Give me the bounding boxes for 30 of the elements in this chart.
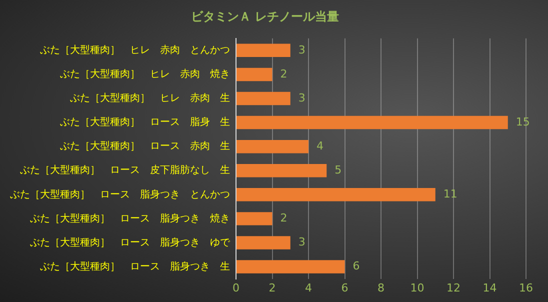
x-tick-label: 8: [378, 281, 384, 294]
data-label: 15: [516, 115, 530, 128]
data-label: 5: [334, 163, 342, 176]
y-tick-label: ぶた［大型種肉］ ロース 脂身つき ゆで: [30, 236, 231, 248]
data-label: 2: [280, 67, 288, 80]
data-label: 3: [298, 43, 306, 56]
data-label: 11: [443, 188, 458, 201]
y-tick-label: ぶた［大型種肉］ ヒレ 赤肉 とんかつ: [40, 44, 230, 56]
data-label: 3: [298, 236, 306, 249]
data-label: 2: [280, 212, 288, 225]
data-label: 4: [316, 139, 324, 152]
x-tick-label: 12: [446, 281, 460, 294]
data-label: 3: [298, 91, 306, 104]
y-tick-label: ぶた［大型種肉］ ロース 脂身 生: [60, 116, 230, 128]
y-tick-label: ぶた［大型種肉］ ロース 脂身つき 生: [40, 260, 230, 272]
x-tick-label: 2: [268, 281, 276, 294]
x-tick-label: 6: [341, 281, 348, 294]
y-tick-label: ぶた［大型種肉］ ヒレ 赤肉 焼き: [60, 68, 230, 80]
y-tick-label: ぶた［大型種肉］ ロース 皮下脂肪なし 生: [20, 164, 230, 176]
x-tick-label: 14: [482, 281, 497, 294]
x-tick-label: 10: [410, 281, 424, 294]
y-tick-label: ぶた［大型種肉］ ヒレ 赤肉 生: [70, 92, 230, 104]
y-tick-label: ぶた［大型種肉］ ロース 赤肉 生: [60, 140, 230, 152]
y-tick-label: ぶた［大型種肉］ ロース 脂身つき とんかつ: [10, 188, 230, 200]
chart-title: ビタミンＡ レチノール当量: [190, 9, 340, 24]
x-tick-label: 4: [305, 281, 312, 294]
x-tick-label: 16: [519, 281, 533, 294]
x-tick-label: 0: [232, 281, 240, 294]
data-label: 6: [352, 260, 360, 273]
y-tick-label: ぶた［大型種肉］ ロース 脂身つき 焼き: [30, 212, 230, 224]
